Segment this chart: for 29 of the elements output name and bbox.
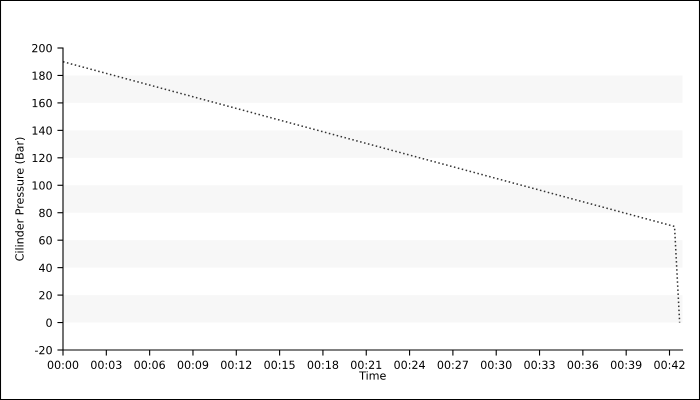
y-tick-label: 40	[38, 264, 52, 272]
x-tick-label: 00:24	[394, 360, 425, 370]
x-tick-label: 00:03	[91, 360, 122, 370]
x-axis-title: Time	[359, 371, 386, 380]
y-tick-label: 200	[32, 44, 52, 52]
y-tick-label: 160	[32, 98, 52, 108]
x-tick-label: 00:30	[480, 360, 512, 370]
x-tick-label: 00:09	[178, 360, 208, 370]
x-tick-label: 00:36	[568, 360, 598, 370]
x-tick-label: 00:18	[308, 360, 338, 370]
y-tick-label: 80	[39, 208, 52, 218]
x-tick-label: 00:27	[438, 360, 468, 370]
x-tick-label: 00:21	[350, 360, 382, 370]
x-tick-label: 00:33	[524, 360, 555, 370]
y-tick-label: 140	[32, 126, 52, 135]
y-tick-label: 0	[46, 318, 52, 327]
y-axis-title: Cilinder Pressure (Bar)	[15, 138, 25, 261]
x-tick-label: 00:39	[610, 360, 642, 370]
y-tick-label: 60	[39, 236, 52, 245]
x-tick-label: 00:15	[264, 360, 295, 370]
y-tick-label: -20	[34, 346, 52, 354]
x-tick-label: 00:12	[221, 360, 252, 370]
x-tick-label: 00:06	[134, 360, 165, 370]
y-tick-label: 20	[39, 291, 52, 300]
y-tick-label: 180	[32, 71, 52, 80]
x-tick-label: 00:00	[48, 360, 78, 370]
y-tick-label: 120	[32, 154, 52, 162]
x-tick-label: 00:42	[654, 360, 684, 370]
y-tick-label: 100	[32, 181, 52, 190]
